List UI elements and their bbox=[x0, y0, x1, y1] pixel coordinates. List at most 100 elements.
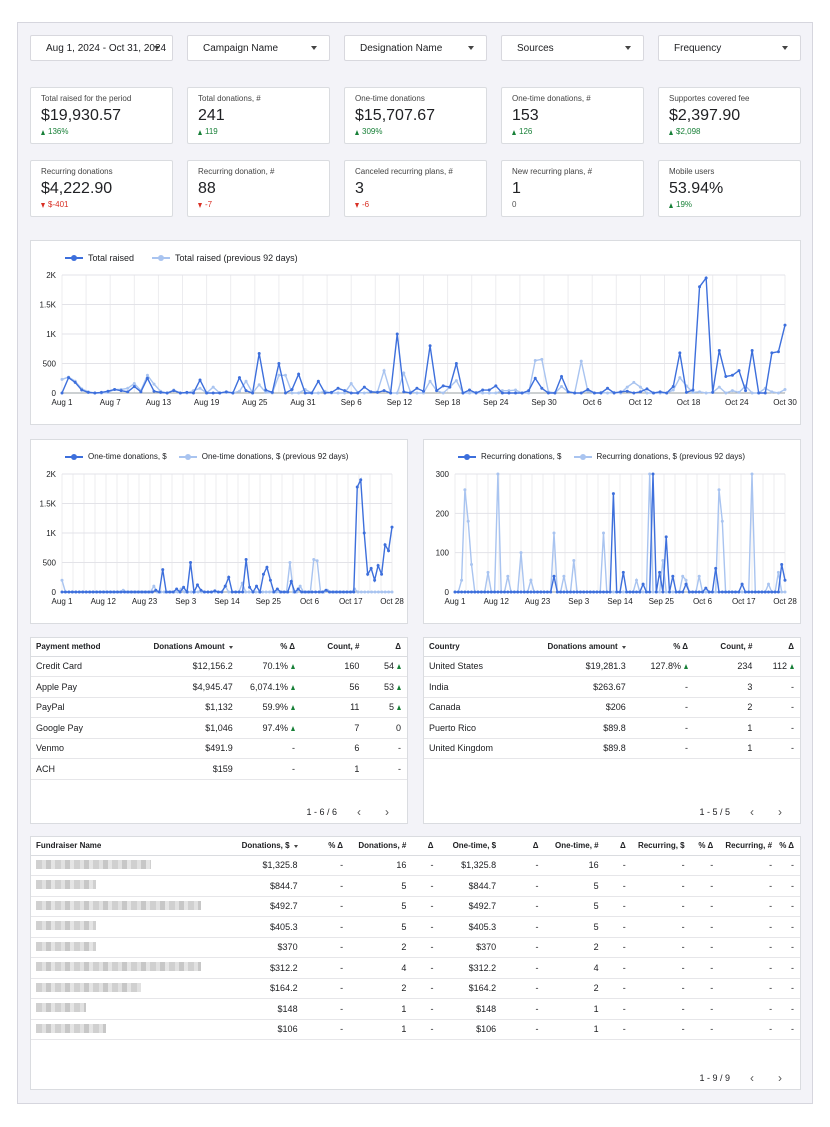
column-header[interactable]: Recurring, $ bbox=[631, 837, 691, 856]
column-header[interactable]: Δ bbox=[758, 638, 800, 657]
data-point bbox=[220, 590, 224, 594]
column-header[interactable]: % Δ bbox=[631, 638, 695, 657]
table-row[interactable]: Apple Pay $4,945.47 6,074.1% 56 53 bbox=[31, 676, 407, 698]
data-point bbox=[730, 590, 734, 594]
chevron-left-icon[interactable]: ‹ bbox=[750, 805, 754, 819]
column-header[interactable]: Donations Amount bbox=[134, 638, 239, 657]
table-cell: - bbox=[631, 916, 691, 938]
chevron-left-icon[interactable]: ‹ bbox=[750, 1071, 754, 1085]
cell-value: $106 bbox=[277, 1024, 298, 1035]
table-cell: 1 bbox=[301, 758, 366, 780]
table-row[interactable]: Puerto Rico $89.8 - 1 - bbox=[424, 717, 800, 739]
cell-value: - bbox=[535, 942, 539, 953]
column-header[interactable]: % Δ bbox=[238, 638, 302, 657]
column-header[interactable]: One-time, # bbox=[544, 837, 605, 856]
table-row[interactable]: $164.2 - 2 - $164.2 - 2 - - - - - bbox=[31, 978, 800, 999]
data-point bbox=[270, 390, 274, 394]
legend-item-current[interactable]: Recurring donations, $ bbox=[458, 452, 562, 461]
legend-item-previous[interactable]: One-time donations, $ (previous 92 days) bbox=[178, 452, 348, 461]
column-header[interactable]: Country bbox=[424, 638, 528, 657]
column-header[interactable]: Payment method bbox=[31, 638, 135, 657]
table-row[interactable]: $148 - 1 - $148 - 1 - - - - - bbox=[31, 998, 800, 1020]
table-cell: - bbox=[690, 1019, 720, 1040]
arrow-up-icon bbox=[790, 664, 794, 670]
sort-desc-icon bbox=[228, 645, 233, 649]
chevron-right-icon[interactable]: › bbox=[385, 805, 389, 819]
cell-value: 1 bbox=[354, 763, 360, 774]
column-header[interactable]: Δ bbox=[412, 837, 440, 856]
table-row[interactable]: United Kingdom $89.8 - 1 - bbox=[424, 738, 800, 759]
table-row[interactable]: $370 - 2 - $370 - 2 - - - - - bbox=[31, 937, 800, 958]
table-row[interactable]: $844.7 - 5 - $844.7 - 5 - - - - - bbox=[31, 875, 800, 897]
data-point bbox=[605, 590, 609, 594]
chevron-right-icon[interactable]: › bbox=[778, 805, 782, 819]
table-cell: - bbox=[778, 937, 800, 958]
table-row[interactable]: $1,325.8 - 16 - $1,325.8 - 16 - - - - - bbox=[31, 855, 800, 876]
data-point bbox=[352, 590, 356, 594]
table-row[interactable]: Credit Card $12,156.2 70.1% 160 54 bbox=[31, 656, 407, 677]
legend-item-previous[interactable]: Total raised (previous 92 days) bbox=[152, 253, 298, 263]
table-row[interactable]: $492.7 - 5 - $492.7 - 5 - - - - - bbox=[31, 896, 800, 917]
column-header[interactable]: Fundraiser Name bbox=[31, 837, 201, 856]
designation-filter[interactable]: Designation Name bbox=[344, 35, 487, 61]
column-header[interactable]: Count, # bbox=[301, 638, 366, 657]
column-header[interactable]: % Δ bbox=[778, 837, 800, 856]
data-point bbox=[349, 382, 353, 386]
campaign-filter[interactable]: Campaign Name bbox=[187, 35, 330, 61]
table-row[interactable]: ACH $159 - 1 - bbox=[31, 758, 407, 780]
data-point bbox=[674, 590, 678, 594]
legend-item-current[interactable]: Total raised bbox=[65, 253, 134, 263]
legend-item-current[interactable]: One-time donations, $ bbox=[65, 452, 167, 461]
chevron-left-icon[interactable]: ‹ bbox=[357, 805, 361, 819]
table-row[interactable]: India $263.67 - 3 - bbox=[424, 676, 800, 698]
table-row[interactable]: $405.3 - 5 - $405.3 - 5 - - - - - bbox=[31, 916, 800, 938]
data-point bbox=[359, 478, 363, 482]
table-cell: - bbox=[690, 937, 720, 958]
cell-value: 234 bbox=[737, 661, 753, 672]
table-row[interactable]: $106 - 1 - $106 - 1 - - - - - bbox=[31, 1019, 800, 1040]
column-header[interactable]: Δ bbox=[604, 837, 632, 856]
data-point bbox=[509, 590, 513, 594]
column-header[interactable]: Donations amount bbox=[527, 638, 632, 657]
data-point bbox=[119, 590, 123, 594]
table-row[interactable]: Google Pay $1,046 97.4% 7 0 bbox=[31, 717, 407, 739]
date-range-filter[interactable]: Aug 1, 2024 - Oct 31, 2024 bbox=[30, 35, 173, 61]
column-header[interactable]: Donations, $ bbox=[201, 837, 304, 856]
data-point bbox=[435, 389, 439, 393]
cell-value: $844.7 bbox=[468, 880, 497, 891]
fundraiser-name-cell bbox=[31, 937, 201, 958]
sources-filter[interactable]: Sources bbox=[501, 35, 644, 61]
table-cell: $1,132 bbox=[134, 697, 239, 718]
column-header[interactable]: Count, # bbox=[694, 638, 759, 657]
cell-value: 1 bbox=[747, 722, 753, 733]
data-point bbox=[470, 590, 473, 594]
table-row[interactable]: PayPal $1,132 59.9% 11 5 bbox=[31, 697, 407, 718]
data-point bbox=[585, 590, 589, 594]
data-point bbox=[631, 590, 635, 594]
column-header[interactable]: Δ bbox=[365, 638, 407, 657]
table-row[interactable]: $312.2 - 4 - $312.2 - 4 - - - - - bbox=[31, 957, 800, 979]
column-header[interactable]: One-time, $ bbox=[439, 837, 503, 856]
kpi-delta: 309% bbox=[355, 127, 476, 137]
data-point bbox=[770, 351, 774, 355]
column-header[interactable]: Δ bbox=[502, 837, 545, 856]
legend-item-previous[interactable]: Recurring donations, $ (previous 92 days… bbox=[573, 452, 745, 461]
column-header[interactable]: Recurring, # bbox=[719, 837, 779, 856]
x-tick-label: Sep 3 bbox=[175, 597, 196, 606]
table-cell: - bbox=[303, 978, 350, 999]
frequency-filter[interactable]: Frequency bbox=[658, 35, 801, 61]
table-row[interactable]: Venmo $491.9 - 6 - bbox=[31, 738, 407, 759]
table-row[interactable]: United States $19,281.3 127.8% 234 112 bbox=[424, 656, 800, 677]
kpi-value: $15,707.67 bbox=[355, 107, 436, 124]
column-header[interactable]: % Δ bbox=[303, 837, 350, 856]
kpi-label: Total donations, # bbox=[198, 94, 261, 103]
table-row[interactable]: Canada $206 - 2 - bbox=[424, 697, 800, 718]
arrow-up-icon bbox=[291, 664, 296, 670]
data-point bbox=[67, 590, 71, 594]
column-header[interactable]: Donations, # bbox=[349, 837, 413, 856]
y-tick-label: 2K bbox=[46, 271, 56, 280]
column-header[interactable]: % Δ bbox=[690, 837, 720, 856]
data-point bbox=[387, 549, 391, 553]
chevron-right-icon[interactable]: › bbox=[778, 1071, 782, 1085]
data-point bbox=[382, 389, 386, 393]
